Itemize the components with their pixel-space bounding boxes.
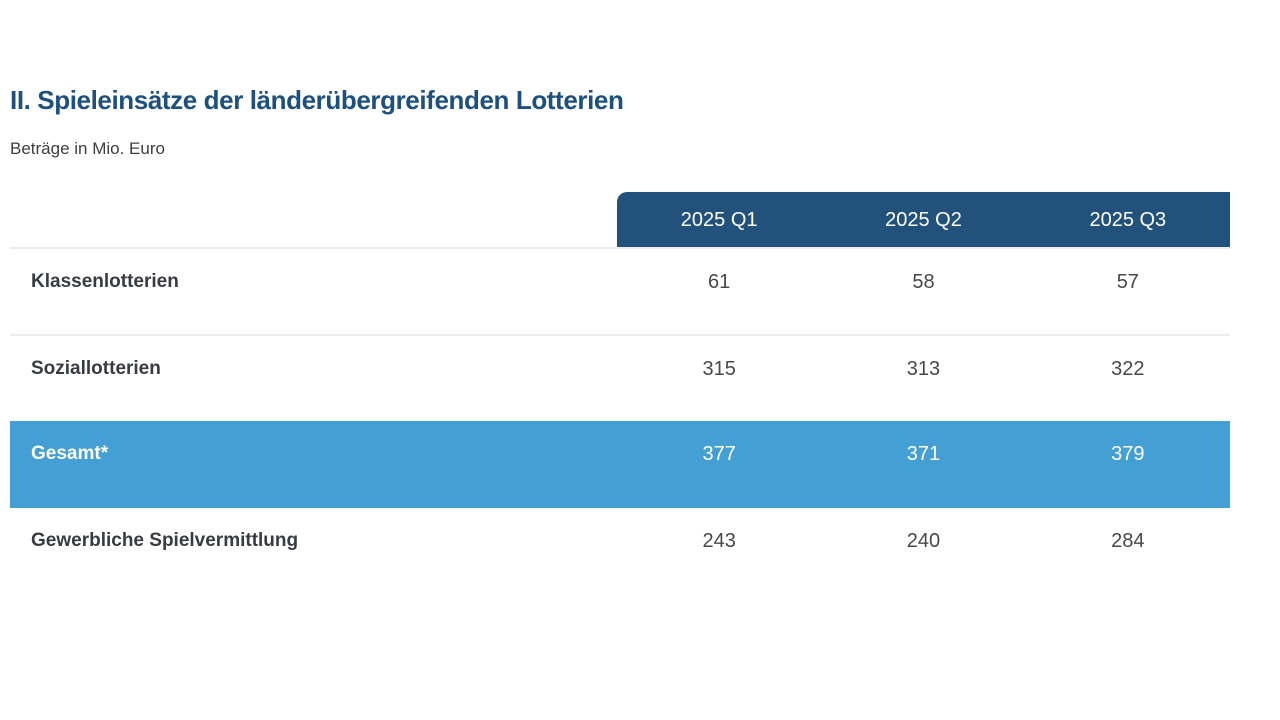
column-header-2025-q2: 2025 Q2 bbox=[885, 208, 962, 231]
cell-value: 322 bbox=[1111, 358, 1145, 380]
cell-value: 61 bbox=[708, 271, 731, 293]
table-body: Klassenlotterien 61 58 57 Soziallotterie… bbox=[10, 247, 1230, 595]
column-header-2025-q3: 2025 Q3 bbox=[1089, 208, 1167, 231]
table-row: Klassenlotterien 61 58 57 bbox=[10, 247, 1230, 334]
cell-value: 377 bbox=[702, 443, 736, 465]
page-subtitle: Beträge in Mio. Euro bbox=[10, 139, 165, 158]
cell-value: 243 bbox=[702, 530, 736, 552]
cell-value: 313 bbox=[906, 358, 941, 380]
column-header-2025-q1: 2025 Q1 bbox=[680, 208, 758, 231]
row-label-gesamt: Gesamt* bbox=[31, 443, 109, 464]
cell-value: 57 bbox=[1116, 271, 1139, 293]
table-row: Gewerbliche Spielvermittlung 243 240 284 bbox=[10, 508, 1230, 595]
cell-value: 379 bbox=[1111, 443, 1145, 465]
cell-value: 371 bbox=[906, 443, 941, 465]
cell-value: 240 bbox=[906, 530, 941, 552]
row-label-gewerbliche-spielvermittlung: Gewerbliche Spielvermittlung bbox=[31, 530, 299, 551]
row-label-klassenlotterien: Klassenlotterien bbox=[31, 271, 179, 292]
table-row-total: Gesamt* 377 371 379 bbox=[10, 421, 1230, 508]
table-header: 2025 Q1 2025 Q2 2025 Q3 bbox=[617, 192, 1230, 248]
cell-value: 315 bbox=[702, 358, 736, 380]
page-title: II. Spieleinsätze der länderübergreifend… bbox=[10, 85, 624, 115]
cell-value: 58 bbox=[912, 271, 935, 293]
row-label-soziallotterien: Soziallotterien bbox=[31, 358, 161, 379]
cell-value: 284 bbox=[1111, 530, 1145, 552]
table-row: Soziallotterien 315 313 322 bbox=[10, 334, 1230, 421]
